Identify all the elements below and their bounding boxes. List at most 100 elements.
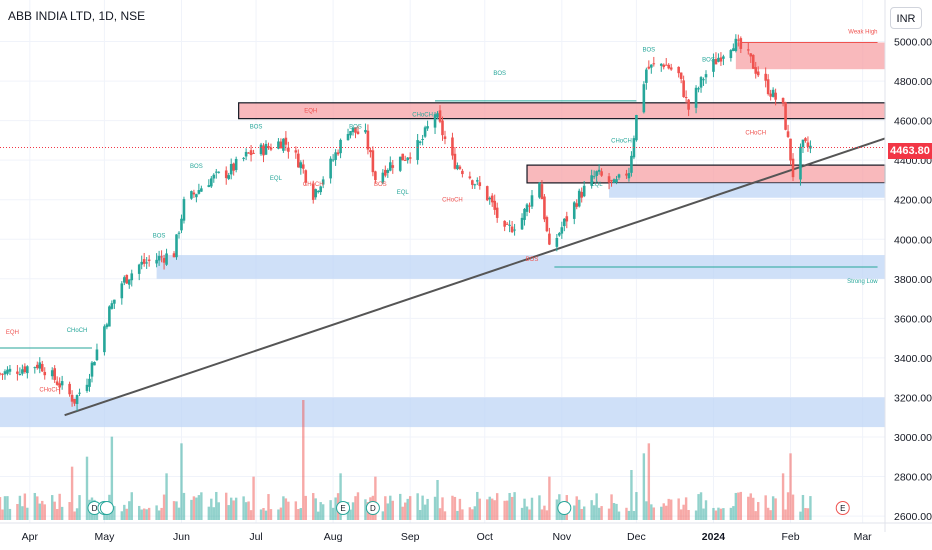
candle-body — [388, 162, 392, 171]
candle-body — [612, 179, 616, 183]
volume-bar — [85, 456, 89, 520]
candle-body — [125, 274, 129, 284]
volume-bar — [125, 508, 128, 520]
volume-bar — [804, 508, 807, 520]
volume-bar — [162, 494, 166, 520]
volume-bar — [195, 497, 198, 520]
demand-zone — [156, 255, 885, 279]
candle-body — [234, 158, 238, 171]
candle-body — [299, 162, 303, 169]
volume-bar — [351, 502, 355, 520]
candle-body — [766, 79, 770, 95]
candle-body — [346, 134, 350, 141]
structure-label: BOS — [642, 47, 655, 53]
candle-body — [610, 180, 613, 182]
volume-bar — [399, 493, 402, 520]
volume-bar — [1, 509, 4, 520]
volume-bar — [630, 470, 633, 520]
volume-bar — [55, 508, 59, 520]
candle-body — [806, 142, 810, 147]
volume-bar — [545, 510, 549, 520]
y-tick-label: 3000.00 — [894, 432, 932, 444]
candle-body — [304, 170, 308, 183]
candle-body — [664, 64, 668, 66]
candle-body — [140, 261, 143, 265]
volume-bar — [317, 511, 320, 520]
candle-body — [0, 373, 2, 375]
candle-body — [617, 174, 621, 178]
volume-bar — [172, 501, 176, 520]
volume-bar — [364, 499, 367, 520]
volume-bar — [426, 498, 429, 520]
candle-body — [214, 171, 218, 173]
candle-body — [282, 138, 285, 151]
candle-body — [33, 367, 37, 369]
candle-body — [592, 176, 596, 178]
volume-bar — [682, 504, 685, 520]
event-marker — [99, 501, 114, 515]
candle-body — [540, 184, 544, 200]
y-tick-label: 3600.00 — [894, 313, 932, 325]
candle-body — [110, 303, 114, 309]
volume-bar — [789, 453, 792, 520]
volume-bar — [302, 400, 305, 520]
volume-bar — [264, 510, 268, 520]
candle-body — [627, 173, 631, 179]
volume-bar — [3, 496, 7, 520]
volume-bar — [468, 507, 472, 520]
candle-body — [195, 194, 198, 198]
candle-body — [336, 152, 340, 155]
structure-label: EQL — [591, 182, 604, 188]
candle-body — [416, 140, 419, 160]
candle-body — [717, 57, 720, 62]
event-marker — [365, 501, 380, 515]
volume-bar — [582, 506, 586, 520]
currency-button[interactable]: INR — [890, 7, 922, 29]
volume-bar — [249, 510, 253, 520]
volume-bar — [540, 509, 544, 520]
candle-body — [264, 143, 268, 155]
volume-bar — [6, 496, 9, 520]
candle-body — [406, 157, 409, 161]
candle-body — [694, 87, 698, 108]
candle-body — [105, 324, 109, 328]
candle-body — [374, 171, 377, 181]
volume-bar — [471, 509, 474, 520]
volume-bar — [277, 509, 280, 520]
x-tick-label: Nov — [552, 531, 571, 543]
volume-bar — [8, 508, 12, 520]
candle-body — [642, 84, 646, 113]
volume-bar — [555, 499, 559, 520]
candle-body — [351, 127, 355, 133]
candle-body — [162, 258, 166, 263]
volume-bar — [43, 504, 46, 520]
volume-bar — [381, 511, 385, 520]
volume-bar — [304, 495, 307, 520]
candle-body — [262, 145, 265, 156]
volume-bar — [799, 511, 802, 520]
candle-body — [560, 227, 564, 234]
candle-body — [229, 163, 233, 175]
candle-body — [177, 232, 181, 234]
candle-body — [197, 190, 201, 194]
candle-body — [684, 97, 688, 99]
candle-body — [157, 256, 161, 261]
candle-body — [319, 186, 322, 193]
volume-bar — [145, 509, 148, 520]
volume-bar — [791, 494, 795, 520]
volume-bar — [505, 500, 509, 520]
volume-bar — [595, 493, 598, 520]
volume-bar — [267, 494, 270, 520]
volume-bar — [714, 510, 718, 520]
candle-body — [650, 64, 653, 68]
candle-body — [26, 366, 29, 374]
candle-body — [597, 169, 601, 172]
volume-bar — [764, 495, 767, 520]
structure-label: CHoCH — [611, 138, 632, 144]
volume-bar — [642, 453, 646, 520]
candle-body — [520, 217, 524, 230]
candle-body — [669, 67, 673, 70]
volume-bar — [739, 491, 743, 520]
